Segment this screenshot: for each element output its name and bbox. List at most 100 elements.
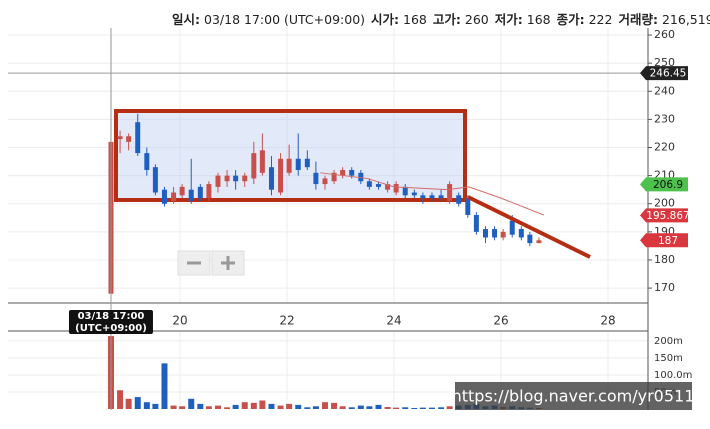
candle-body <box>349 169 355 176</box>
candle-body <box>331 172 337 182</box>
volume-bar <box>357 405 364 409</box>
box-annotation <box>114 109 467 202</box>
info-label: 고가: <box>432 12 461 27</box>
price-marker <box>640 208 688 223</box>
candle-body <box>251 153 257 179</box>
candle-body <box>492 229 498 238</box>
volume-bar <box>286 403 293 409</box>
volume-bar <box>375 404 382 409</box>
info-label: 시가: <box>371 12 400 27</box>
volume-bar <box>393 407 400 409</box>
candle-body <box>206 184 212 199</box>
candle-body <box>411 192 417 196</box>
volume-bar <box>179 406 186 409</box>
volume-bar <box>402 407 409 409</box>
volume-bar <box>331 402 338 409</box>
volume-bar <box>214 405 221 409</box>
candle-body <box>126 136 132 142</box>
info-label: 거래량: <box>618 12 658 27</box>
x-tick-label: 22 <box>279 314 294 328</box>
candle-body <box>482 229 488 238</box>
candle-body <box>242 175 248 182</box>
volume-bar <box>250 402 257 409</box>
candle-body <box>286 158 292 173</box>
candle-body <box>500 231 506 238</box>
x-tick-label: 26 <box>493 314 508 328</box>
price-marker <box>640 177 688 192</box>
volume-bar <box>438 407 445 409</box>
candle-body <box>385 184 391 190</box>
candle-body <box>438 195 444 199</box>
volume-bar <box>348 407 355 409</box>
info-value: 03/18 17:00 (UTC+09:00) <box>204 12 366 27</box>
volume-bar <box>241 402 248 409</box>
info-value: 216,519,813.06 <box>661 12 710 27</box>
candle-body <box>509 220 515 235</box>
candle-body <box>171 192 177 201</box>
candle-body <box>215 175 221 187</box>
price-marker-label: 246.45 <box>650 68 687 80</box>
info-label: 종가: <box>556 12 585 27</box>
price-marker-label: 187 <box>658 235 678 247</box>
watermark: https://blog.naver.com/yr0511 <box>452 387 695 406</box>
candle-body <box>224 175 230 182</box>
candle-body <box>233 175 239 182</box>
volume-bar <box>428 407 435 409</box>
price-marker <box>640 233 688 248</box>
candle-body <box>313 172 319 185</box>
y-tick-label: 240 <box>654 84 675 97</box>
y-tick-label: 180 <box>654 253 675 266</box>
volume-bar <box>188 398 195 409</box>
info-value: 168 <box>526 12 551 27</box>
volume-bar <box>259 400 266 409</box>
volume-bar <box>205 406 212 409</box>
crosshair-label-box <box>68 310 153 334</box>
y-tick-label: 170 <box>654 281 675 294</box>
zoom-controls[interactable] <box>177 250 245 276</box>
volume-bar <box>161 363 168 409</box>
candle-body <box>456 195 462 204</box>
candle-body <box>518 229 524 238</box>
volume-bar <box>321 402 328 409</box>
volume-bar <box>134 397 141 409</box>
y-tick-label: 230 <box>654 112 675 125</box>
candle-body <box>465 198 471 215</box>
info-label: 저가: <box>494 12 523 27</box>
y-tick-label: 260 <box>654 28 675 41</box>
crosshair-label: (UTC+09:00) <box>75 323 147 334</box>
volume-bar <box>366 406 373 409</box>
x-tick-label: 28 <box>600 314 615 328</box>
candle-body <box>420 195 426 199</box>
info-value: 168 <box>403 12 427 27</box>
candle-body <box>295 158 301 170</box>
candle-body <box>340 169 346 176</box>
volume-bar <box>117 390 124 409</box>
volume-bar <box>411 407 418 409</box>
volume-bar <box>125 398 132 409</box>
candle-body <box>393 184 399 193</box>
candle-body <box>429 195 435 199</box>
candle-body <box>536 240 542 244</box>
volume-tick-label: 150m <box>654 353 683 364</box>
volume-bar <box>152 403 159 409</box>
price-marker-label: 206.9 <box>653 179 683 191</box>
trend-annotation <box>467 195 591 259</box>
price-marker-label: 195.867 <box>646 210 689 222</box>
candle-body <box>117 136 123 140</box>
candle-body <box>161 189 167 204</box>
candle-body <box>197 186 203 199</box>
volume-bar <box>312 406 319 409</box>
candle-body <box>402 186 408 196</box>
x-tick-label: 20 <box>172 314 187 328</box>
candle-body <box>268 167 274 190</box>
candle-body <box>527 234 533 244</box>
x-tick-label: 24 <box>386 314 401 328</box>
volume-bar <box>384 406 391 409</box>
candle-body <box>322 178 328 185</box>
volume-bar <box>277 405 284 409</box>
volume-bar <box>268 403 275 409</box>
candle-body <box>259 150 265 173</box>
